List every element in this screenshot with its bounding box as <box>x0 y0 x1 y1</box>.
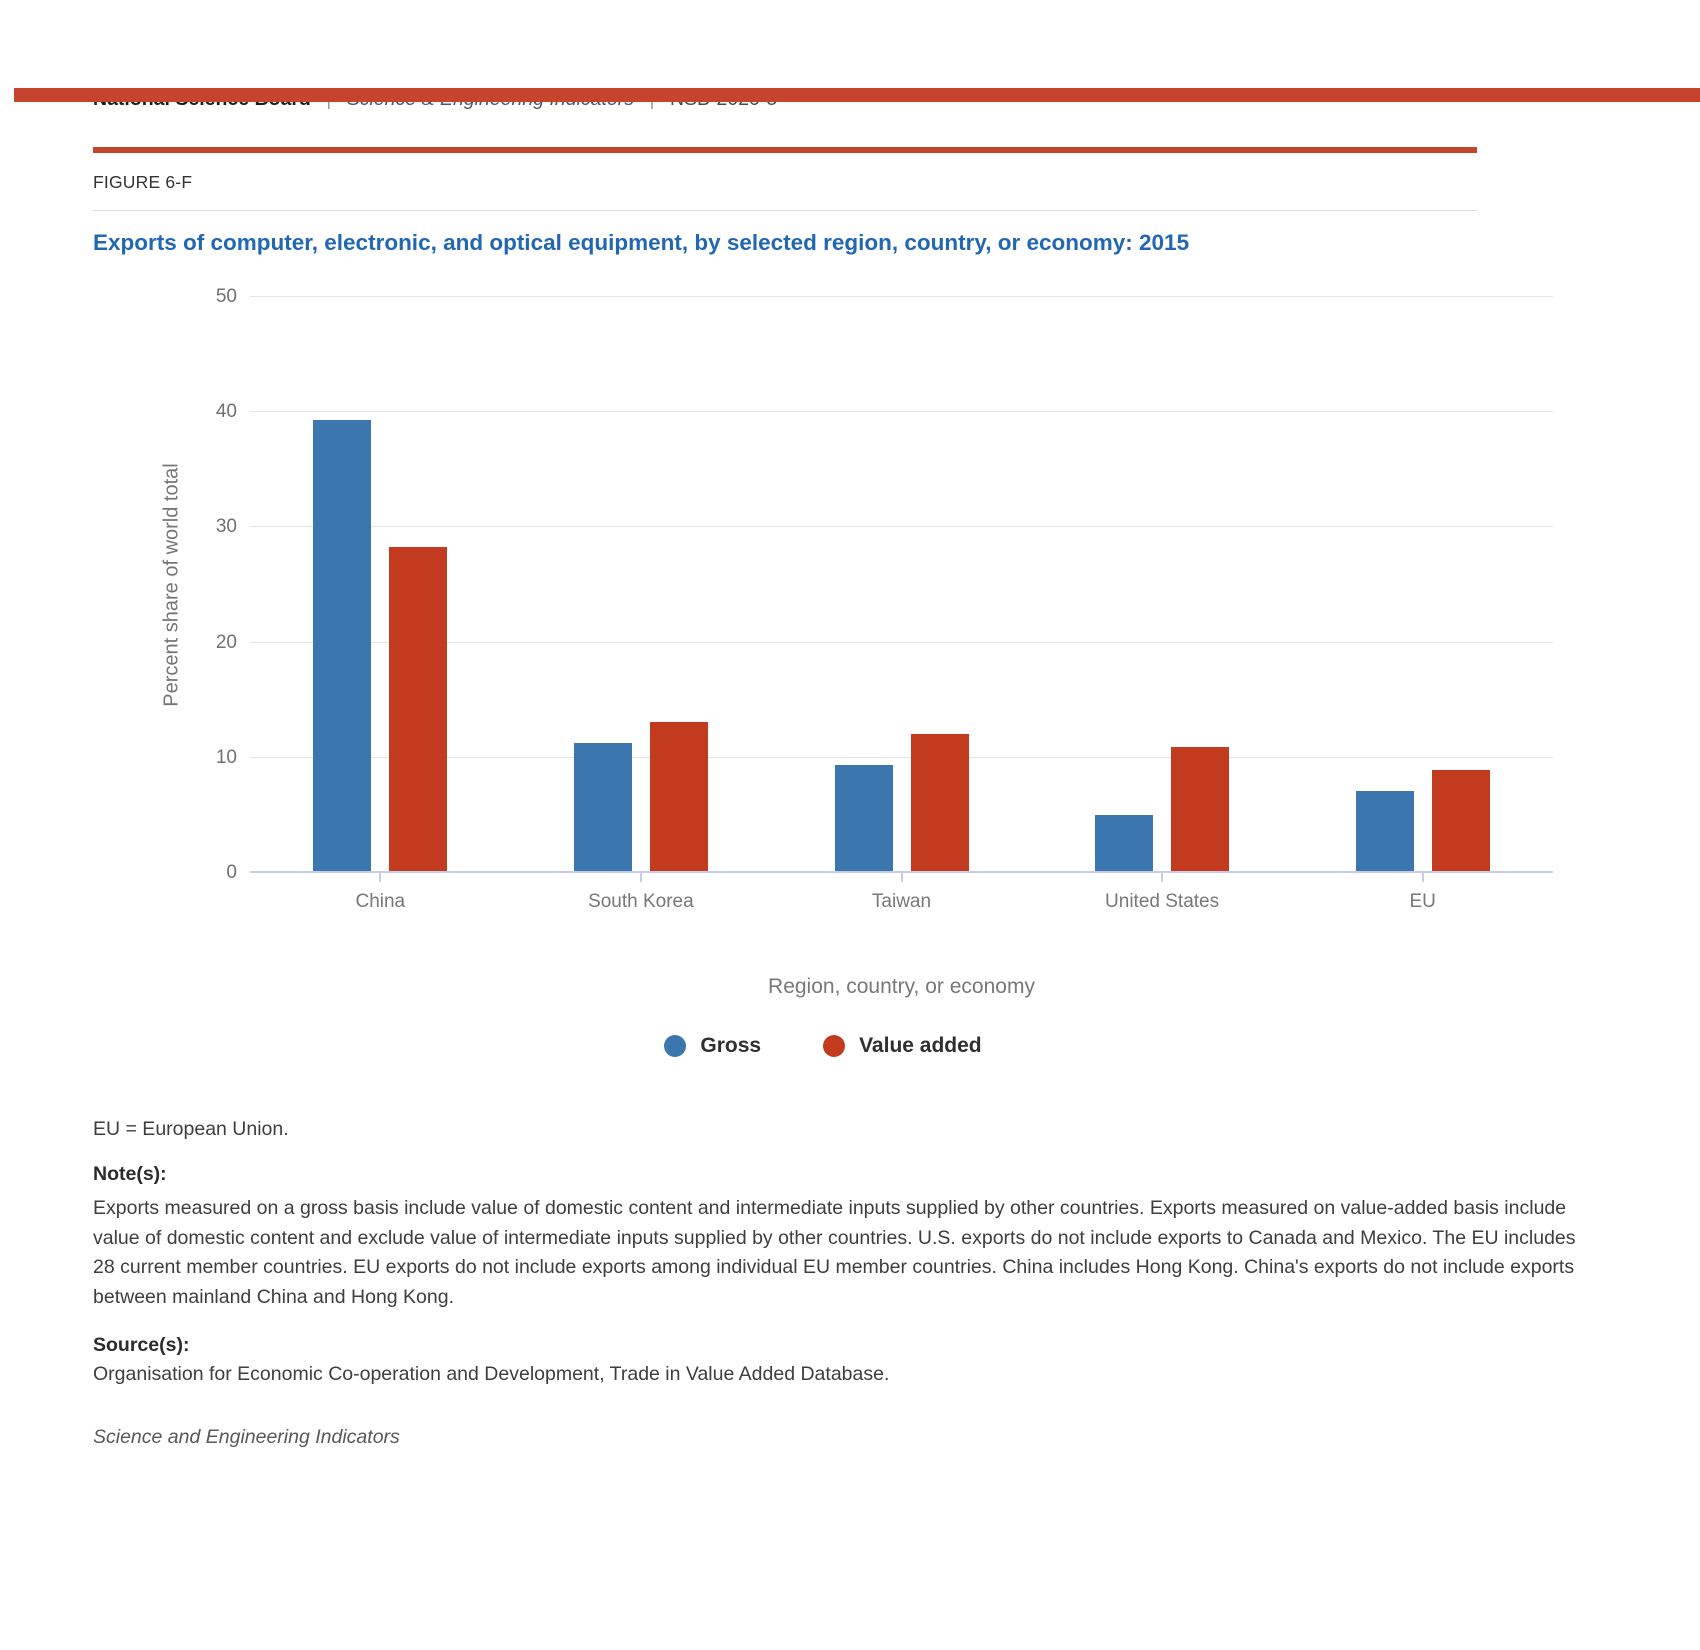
notes-label: Note(s): <box>93 1163 167 1185</box>
gray-divider-rule <box>93 210 1477 211</box>
x-tick-united-states <box>1161 873 1164 882</box>
bar-group-taiwan <box>834 297 969 873</box>
abbreviation-note: EU = European Union. <box>93 1118 289 1140</box>
gridline-40 <box>250 411 1553 413</box>
y-tick-label-0: 0 <box>226 862 237 883</box>
gridline-10 <box>250 756 1553 758</box>
x-axis-label-china: China <box>355 891 406 912</box>
x-axis-label-united-states: United States <box>1105 891 1220 912</box>
x-tick-south-korea <box>639 873 642 882</box>
bar-gross-united-states[interactable] <box>1095 815 1154 873</box>
y-tick-label-30: 30 <box>215 516 237 538</box>
plot-area: China South Korea Taiwan United States EU <box>250 296 1553 912</box>
notes-text: Exports measured on a gross basis includ… <box>93 1197 1576 1308</box>
bar-value-added-united-states[interactable] <box>1171 747 1230 873</box>
x-axis-title: Region, country, or economy <box>768 975 1035 998</box>
figure-label: FIGURE 6-F <box>93 172 193 192</box>
x-tick-china <box>379 873 382 882</box>
gridline-0 <box>250 871 1553 873</box>
legend-label-gross: Gross <box>700 1034 762 1057</box>
bar-value-added-taiwan[interactable] <box>910 733 969 873</box>
x-axis-label-eu: EU <box>1409 891 1436 912</box>
gross-legend-swatch-icon <box>664 1035 687 1057</box>
top-accent-bar <box>14 88 1700 102</box>
legend-item-value-added[interactable]: Value added <box>823 1034 982 1058</box>
bar-gross-china[interactable] <box>313 420 372 873</box>
y-tick-label-20: 20 <box>215 631 237 653</box>
bar-gross-south-korea[interactable] <box>573 742 632 873</box>
y-tick-label-50: 50 <box>215 286 237 307</box>
gridline-50 <box>250 296 1553 297</box>
y-tick-label-10: 10 <box>215 746 237 768</box>
bar-gross-eu[interactable] <box>1355 791 1414 873</box>
legend-item-gross[interactable]: Gross <box>664 1034 761 1058</box>
bar-value-added-south-korea[interactable] <box>649 722 708 873</box>
y-axis-labels: 0 10 20 30 40 50 <box>93 286 237 883</box>
y-tick-label-40: 40 <box>215 401 237 423</box>
x-tick-eu <box>1421 873 1424 882</box>
bar-group-south-korea <box>573 297 708 873</box>
bar-group-united-states <box>1095 297 1230 873</box>
bar-group-eu <box>1355 297 1490 873</box>
bar-group-china <box>313 297 448 873</box>
bar-gross-taiwan[interactable] <box>834 764 893 873</box>
gridline-20 <box>250 641 1553 643</box>
bar-value-added-china[interactable] <box>389 546 448 873</box>
red-divider-rule <box>93 147 1477 153</box>
x-tick-taiwan <box>900 873 903 882</box>
x-axis-label-taiwan: Taiwan <box>871 891 932 912</box>
bar-chart: Percent share of world total 0 10 20 30 40 50… <box>93 270 1610 1004</box>
bar-value-added-eu[interactable] <box>1431 770 1490 873</box>
source-label: Source(s): <box>93 1334 190 1356</box>
value-added-legend-swatch-icon <box>823 1035 846 1057</box>
source-text: Organisation for Economic Co-operation a… <box>93 1363 890 1385</box>
figure-title: Exports of computer, electronic, and opt… <box>93 230 1190 255</box>
footer-publication-name: Science and Engineering Indicators <box>93 1426 400 1448</box>
gridline-30 <box>250 526 1553 528</box>
chart-legend: Gross Value added <box>93 1034 1553 1058</box>
x-axis-label-south-korea: South Korea <box>588 891 694 912</box>
legend-label-value-added: Value added <box>859 1034 982 1057</box>
